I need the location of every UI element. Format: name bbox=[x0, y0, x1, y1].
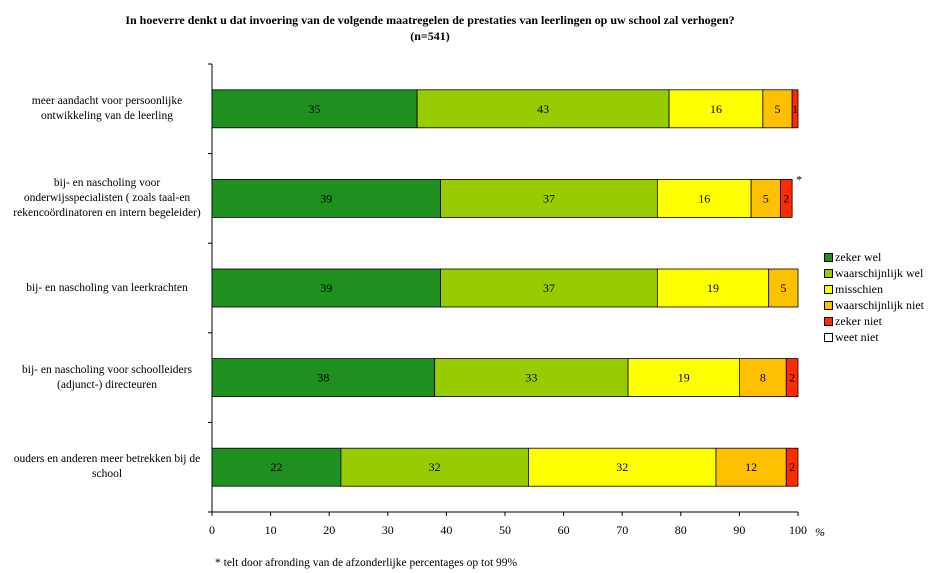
category-label: ouders en anderen meer betrekken bij de … bbox=[13, 453, 201, 481]
bar-segment bbox=[768, 268, 799, 308]
legend-item: misschien bbox=[824, 281, 924, 297]
x-tick-label: 40 bbox=[440, 523, 452, 537]
x-tick-label: 0 bbox=[209, 523, 215, 537]
bar-segment bbox=[211, 89, 418, 129]
x-tick-label: 30 bbox=[382, 523, 394, 537]
bar-segment bbox=[528, 447, 717, 487]
bar-segment bbox=[434, 358, 629, 398]
data-label: 5 bbox=[774, 102, 780, 116]
legend: zeker wel waarschijnlijk wel misschien waar… bbox=[824, 249, 924, 345]
data-label: 37 bbox=[543, 191, 555, 205]
category-label: bij- en nascholing van leerkrachten bbox=[26, 281, 188, 294]
data-label: 32 bbox=[429, 460, 441, 474]
chart-title: In hoeverre denkt u dat invoering van de… bbox=[125, 13, 735, 43]
data-label: 22 bbox=[270, 460, 282, 474]
data-label: 2 bbox=[789, 371, 795, 385]
legend-swatch bbox=[824, 284, 833, 294]
legend-label: waarschijnlijk wel bbox=[835, 265, 924, 280]
bar-segment bbox=[627, 358, 740, 398]
data-label: 16 bbox=[710, 102, 722, 116]
x-tick-label: 20 bbox=[323, 523, 335, 537]
data-label: 39 bbox=[320, 191, 332, 205]
bar-segment bbox=[211, 358, 436, 398]
data-label: 19 bbox=[678, 371, 690, 385]
x-tick-label: 100 bbox=[789, 523, 807, 537]
category-label: bij- en nascholing voor schoolleiders (a… bbox=[22, 363, 192, 391]
data-label: 43 bbox=[537, 102, 549, 116]
data-label: 12 bbox=[745, 460, 757, 474]
bar-segment bbox=[440, 178, 658, 218]
legend-swatch bbox=[824, 332, 833, 342]
data-label: 39 bbox=[320, 281, 332, 295]
legend-swatch bbox=[824, 300, 833, 310]
bar-segment bbox=[211, 178, 441, 218]
legend-label: weet niet bbox=[835, 329, 879, 344]
x-tick-label: 60 bbox=[558, 523, 570, 537]
bar-segment bbox=[739, 358, 787, 398]
data-label: 35 bbox=[309, 102, 321, 116]
bar-segment bbox=[211, 268, 441, 308]
data-label: 16 bbox=[698, 191, 710, 205]
data-label: 8 bbox=[760, 371, 766, 385]
legend-swatch bbox=[824, 252, 833, 262]
legend-item: zeker niet bbox=[824, 313, 924, 329]
bar-segment bbox=[780, 178, 793, 218]
legend-swatch bbox=[824, 268, 833, 278]
footnote: * telt door afronding van de afzonderlij… bbox=[215, 557, 518, 569]
legend-label: waarschijnlijk niet bbox=[835, 297, 924, 312]
data-label: 37 bbox=[543, 281, 555, 295]
data-label: 1 bbox=[792, 102, 798, 116]
bar-segment bbox=[656, 178, 752, 218]
legend-item: waarschijnlijk niet bbox=[824, 297, 924, 313]
data-label: 32 bbox=[616, 460, 628, 474]
bar-segment bbox=[785, 358, 799, 398]
legend-label: misschien bbox=[835, 281, 883, 296]
bar-segment bbox=[715, 447, 787, 487]
bar-segment bbox=[791, 89, 799, 129]
data-label: 2 bbox=[789, 460, 795, 474]
x-axis-unit-label: % bbox=[815, 525, 825, 539]
category-label: meer aandacht voor persoonlijke ontwikke… bbox=[31, 94, 183, 122]
bar-segment bbox=[785, 447, 799, 487]
bar-segment bbox=[440, 268, 658, 308]
data-label: 33 bbox=[525, 371, 537, 385]
bar-segment bbox=[211, 447, 342, 487]
x-tick-label: 90 bbox=[733, 523, 745, 537]
x-tick-label: 70 bbox=[616, 523, 628, 537]
bar-segment bbox=[340, 447, 529, 487]
bar-segment bbox=[416, 89, 670, 129]
data-label: 19 bbox=[707, 281, 719, 295]
x-tick-label: 10 bbox=[265, 523, 277, 537]
legend-item: zeker wel bbox=[824, 249, 924, 265]
bar-segment bbox=[762, 89, 793, 129]
legend-item: weet niet bbox=[824, 329, 924, 345]
data-label: 5 bbox=[780, 281, 786, 295]
data-label: 38 bbox=[317, 371, 329, 385]
category-label: bij- en nascholing voor onderwijsspecial… bbox=[13, 176, 201, 219]
x-tick-label: 80 bbox=[675, 523, 687, 537]
data-label: 5 bbox=[763, 191, 769, 205]
legend-label: zeker wel bbox=[835, 249, 882, 264]
bar-segment bbox=[750, 178, 781, 218]
legend-label: zeker niet bbox=[835, 313, 882, 328]
data-label: 2 bbox=[783, 191, 789, 205]
legend-swatch bbox=[824, 316, 833, 326]
bar-segment bbox=[668, 89, 764, 129]
x-tick-label: 50 bbox=[499, 523, 511, 537]
asterisk-marker: * bbox=[796, 172, 802, 186]
legend-item: waarschijnlijk wel bbox=[824, 265, 924, 281]
